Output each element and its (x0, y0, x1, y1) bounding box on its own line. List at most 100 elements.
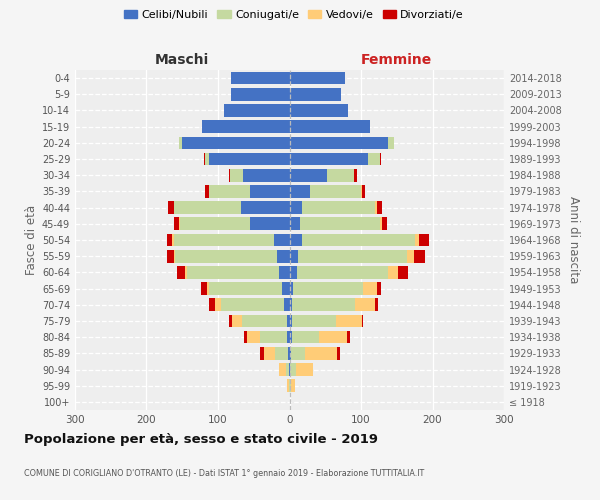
Bar (209, 185, 250, 198)
Bar (290, 234, 302, 246)
Bar (201, 282, 206, 295)
Bar (291, 380, 295, 392)
Bar (180, 218, 250, 230)
Bar (205, 185, 209, 198)
Bar (243, 169, 290, 181)
Bar (244, 331, 247, 344)
Text: Femmine: Femmine (361, 54, 433, 68)
Bar (292, 331, 319, 344)
Bar (292, 298, 355, 311)
Bar (280, 363, 286, 376)
Bar (363, 282, 377, 295)
Bar (354, 169, 357, 181)
Bar (247, 331, 260, 344)
Bar (287, 314, 290, 328)
Bar (209, 282, 283, 295)
Bar (290, 250, 298, 262)
Bar (398, 266, 408, 278)
Bar (368, 152, 380, 166)
Bar (287, 331, 290, 344)
Bar (185, 266, 187, 278)
Bar (215, 298, 221, 311)
Bar (260, 331, 287, 344)
Bar (231, 88, 290, 101)
Bar (173, 250, 175, 262)
Bar (362, 185, 365, 198)
Bar (290, 120, 370, 133)
Bar (288, 347, 290, 360)
Bar (173, 218, 179, 230)
Y-axis label: Fasce di età: Fasce di età (25, 205, 38, 275)
Bar (290, 298, 292, 311)
Bar (202, 120, 290, 133)
Bar (290, 72, 345, 85)
Bar (337, 347, 340, 360)
Bar (175, 250, 277, 262)
Bar (376, 202, 377, 214)
Bar (310, 185, 361, 198)
Bar (290, 347, 291, 360)
Bar (376, 298, 378, 311)
Bar (176, 266, 185, 278)
Bar (274, 234, 290, 246)
Bar (286, 363, 289, 376)
Bar (377, 282, 381, 295)
Bar (290, 363, 296, 376)
Bar (205, 152, 209, 166)
Bar (290, 282, 293, 295)
Bar (182, 136, 290, 149)
Bar (167, 250, 173, 262)
Bar (230, 169, 243, 181)
Bar (175, 202, 241, 214)
Bar (229, 314, 232, 328)
Bar (290, 185, 310, 198)
Bar (296, 266, 388, 278)
Bar (206, 282, 209, 295)
Bar (204, 152, 205, 166)
Bar (229, 169, 230, 181)
Bar (290, 380, 291, 392)
Bar (167, 234, 172, 246)
Bar (382, 218, 388, 230)
Bar (377, 202, 382, 214)
Bar (290, 169, 326, 181)
Legend: Celibi/Nubili, Coniugati/e, Vedovi/e, Divorziati/e: Celibi/Nubili, Coniugati/e, Vedovi/e, Di… (119, 6, 469, 25)
Bar (289, 380, 290, 392)
Bar (380, 152, 381, 166)
Bar (298, 250, 407, 262)
Bar (305, 347, 337, 360)
Bar (173, 234, 274, 246)
Bar (168, 202, 173, 214)
Bar (284, 298, 290, 311)
Bar (290, 202, 302, 214)
Bar (355, 298, 376, 311)
Bar (347, 331, 350, 344)
Bar (302, 234, 415, 246)
Text: COMUNE DI CORIGLIANO D'OTRANTO (LE) - Dati ISTAT 1° gennaio 2019 - Elaborazione : COMUNE DI CORIGLIANO D'OTRANTO (LE) - Da… (24, 469, 424, 478)
Bar (293, 282, 363, 295)
Bar (290, 152, 368, 166)
Bar (414, 250, 425, 262)
Bar (292, 314, 336, 328)
Bar (290, 331, 292, 344)
Bar (290, 88, 341, 101)
Bar (242, 314, 287, 328)
Bar (179, 218, 180, 230)
Bar (173, 202, 175, 214)
Bar (296, 363, 313, 376)
Bar (361, 185, 362, 198)
Bar (277, 250, 290, 262)
Bar (299, 218, 380, 230)
Bar (302, 202, 376, 214)
Text: Popolazione per età, sesso e stato civile - 2019: Popolazione per età, sesso e stato civil… (24, 432, 378, 446)
Bar (279, 266, 290, 278)
Bar (289, 363, 290, 376)
Bar (388, 266, 398, 278)
Bar (336, 314, 362, 328)
Bar (283, 282, 290, 295)
Bar (362, 314, 363, 328)
Bar (250, 218, 290, 230)
Bar (264, 347, 275, 360)
Bar (290, 266, 296, 278)
Bar (319, 331, 347, 344)
